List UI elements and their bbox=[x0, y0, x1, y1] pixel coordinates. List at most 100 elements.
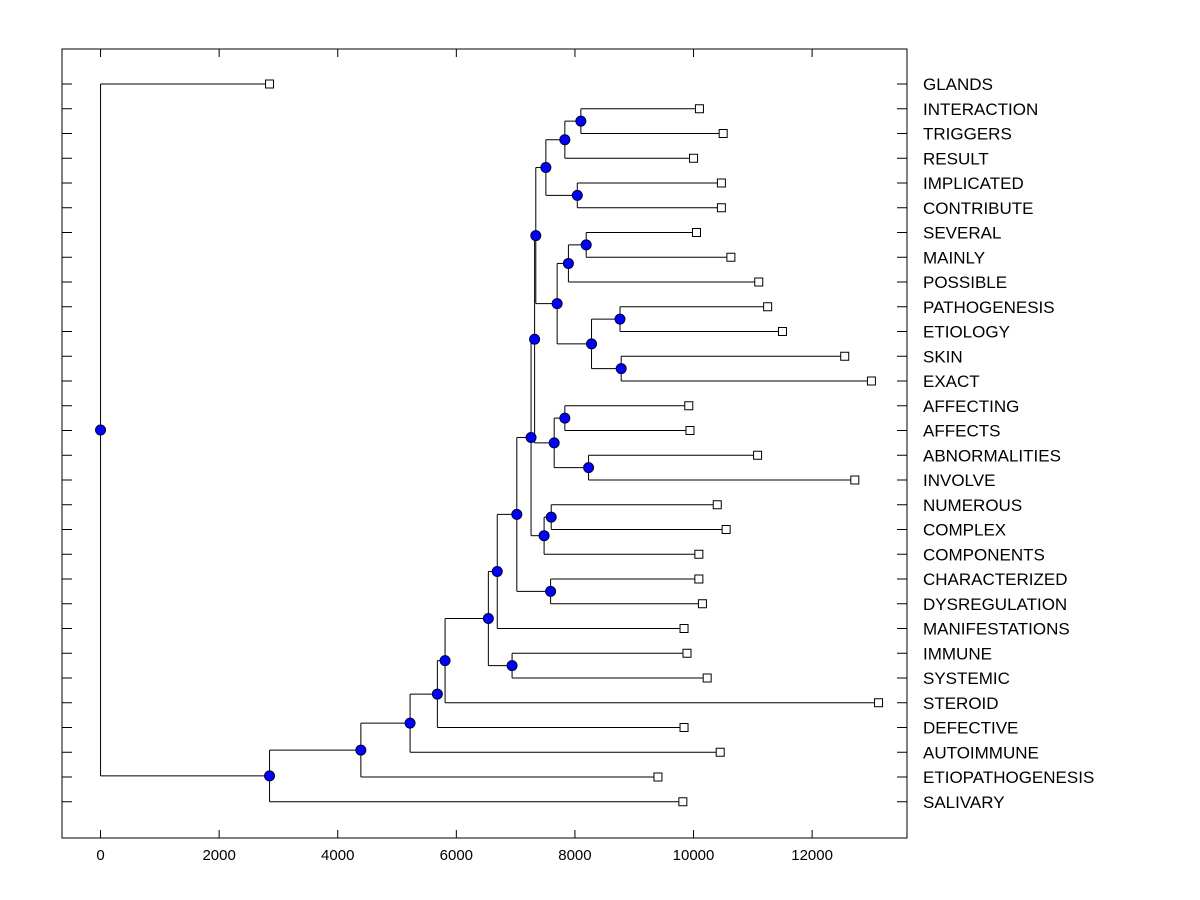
leaf-marker bbox=[777, 327, 787, 336]
merge-node bbox=[545, 511, 557, 523]
leaf-marker bbox=[763, 302, 773, 312]
merge-node bbox=[355, 744, 367, 756]
leaf-marker bbox=[691, 228, 701, 237]
x-tick-label: 12000 bbox=[791, 847, 833, 864]
merge-node bbox=[583, 462, 595, 474]
leaf-label: AFFECTS bbox=[923, 422, 1000, 441]
leaf-markers bbox=[265, 79, 884, 807]
leaf-label: STEROID bbox=[923, 694, 999, 713]
leaf-marker bbox=[716, 178, 726, 188]
merge-node bbox=[529, 333, 541, 345]
leaf-marker bbox=[684, 401, 694, 411]
leaf-label: INVOLVE bbox=[923, 471, 995, 490]
merge-node bbox=[264, 770, 276, 782]
leaf-label: EXACT bbox=[923, 372, 980, 391]
x-tick-label: 8000 bbox=[558, 847, 591, 864]
leaf-label: SKIN bbox=[923, 347, 963, 366]
leaf-marker bbox=[678, 797, 688, 807]
tick-marks bbox=[62, 49, 907, 838]
merge-node bbox=[525, 431, 537, 443]
leaf-marker bbox=[718, 129, 728, 138]
leaf-marker bbox=[702, 673, 712, 683]
leaf-label: IMMUNE bbox=[923, 644, 992, 663]
merge-node bbox=[506, 660, 518, 672]
x-tick-label: 4000 bbox=[321, 847, 354, 864]
leaf-marker bbox=[874, 698, 884, 708]
merge-node bbox=[559, 412, 571, 424]
merge-node bbox=[538, 530, 550, 542]
leaf-label: MAINLY bbox=[923, 248, 985, 267]
x-tick-label: 2000 bbox=[202, 847, 235, 864]
leaf-label: PATHOGENESIS bbox=[923, 298, 1055, 317]
leaf-marker bbox=[679, 624, 689, 633]
x-tick-label: 6000 bbox=[440, 847, 473, 864]
merge-node bbox=[571, 189, 583, 201]
merge-node bbox=[491, 565, 503, 577]
leaf-label: MANIFESTATIONS bbox=[923, 620, 1070, 639]
leaf-label: AFFECTING bbox=[923, 397, 1019, 416]
leaf-label: COMPLEX bbox=[923, 521, 1006, 540]
x-tick-labels: 0 2000 4000 6000 8000 10000 12000 bbox=[96, 847, 833, 864]
leaf-label: SEVERAL bbox=[923, 224, 1001, 243]
leaf-marker bbox=[697, 599, 707, 609]
merge-node bbox=[548, 437, 560, 449]
leaf-label: ETIOPATHOGENESIS bbox=[923, 768, 1094, 787]
leaf-marker bbox=[685, 426, 695, 435]
merge-node bbox=[586, 338, 598, 350]
merge-node bbox=[540, 162, 552, 174]
merge-node bbox=[439, 655, 451, 667]
leaf-label: INTERACTION bbox=[923, 100, 1038, 119]
leaf-label: CONTRIBUTE bbox=[923, 199, 1034, 218]
leaf-label: IMPLICATED bbox=[923, 174, 1024, 193]
leaf-marker bbox=[726, 252, 736, 262]
leaf-marker bbox=[265, 79, 275, 89]
leaf-label: RESULT bbox=[923, 149, 989, 168]
leaf-marker bbox=[694, 574, 704, 584]
leaf-marker bbox=[840, 351, 850, 361]
leaf-label: DEFECTIVE bbox=[923, 719, 1018, 738]
leaf-label: CHARACTERIZED bbox=[923, 570, 1068, 589]
merge-node bbox=[431, 688, 443, 700]
leaf-label: NUMEROUS bbox=[923, 496, 1022, 515]
merge-node bbox=[511, 508, 523, 520]
leaf-label: DYSREGULATION bbox=[923, 595, 1067, 614]
leaf-label: AUTOIMMUNE bbox=[923, 743, 1039, 762]
merge-node bbox=[562, 257, 574, 269]
merge-node bbox=[615, 363, 627, 375]
leaf-marker bbox=[694, 549, 704, 559]
merge-node bbox=[559, 134, 571, 146]
leaf-marker bbox=[689, 153, 699, 163]
leaf-marker bbox=[653, 772, 663, 782]
leaf-marker bbox=[682, 648, 692, 658]
leaf-label: POSSIBLE bbox=[923, 273, 1007, 292]
leaf-marker bbox=[721, 525, 731, 534]
plot-frame bbox=[61, 48, 908, 839]
leaf-label: ABNORMALITIES bbox=[923, 446, 1061, 465]
merge-node bbox=[95, 424, 107, 436]
leaf-marker bbox=[850, 475, 860, 485]
merge-node bbox=[404, 717, 416, 729]
merge-node bbox=[551, 298, 563, 310]
leaf-label: SYSTEMIC bbox=[923, 669, 1010, 688]
merge-node bbox=[530, 230, 542, 242]
leaf-marker bbox=[754, 277, 764, 287]
merge-node bbox=[580, 239, 592, 251]
x-tick-label: 0 bbox=[96, 847, 104, 864]
leaf-marker bbox=[753, 450, 763, 460]
merge-node bbox=[614, 313, 626, 325]
leaf-label: TRIGGERS bbox=[923, 125, 1012, 144]
leaf-label: ETIOLOGY bbox=[923, 323, 1010, 342]
leaf-marker bbox=[694, 104, 704, 114]
leaf-marker bbox=[712, 500, 722, 510]
merge-node bbox=[575, 115, 587, 127]
x-tick-label: 10000 bbox=[673, 847, 715, 864]
dendrogram-links bbox=[100, 83, 879, 803]
leaf-marker bbox=[866, 376, 876, 386]
leaf-labels: GLANDS INTERACTION TRIGGERS RESULT IMPLICATE… bbox=[923, 75, 1094, 812]
leaf-label: COMPONENTS bbox=[923, 545, 1045, 564]
leaf-label: GLANDS bbox=[923, 75, 993, 94]
merge-nodes bbox=[95, 115, 627, 782]
merge-node bbox=[545, 585, 557, 597]
merge-node bbox=[482, 613, 494, 625]
